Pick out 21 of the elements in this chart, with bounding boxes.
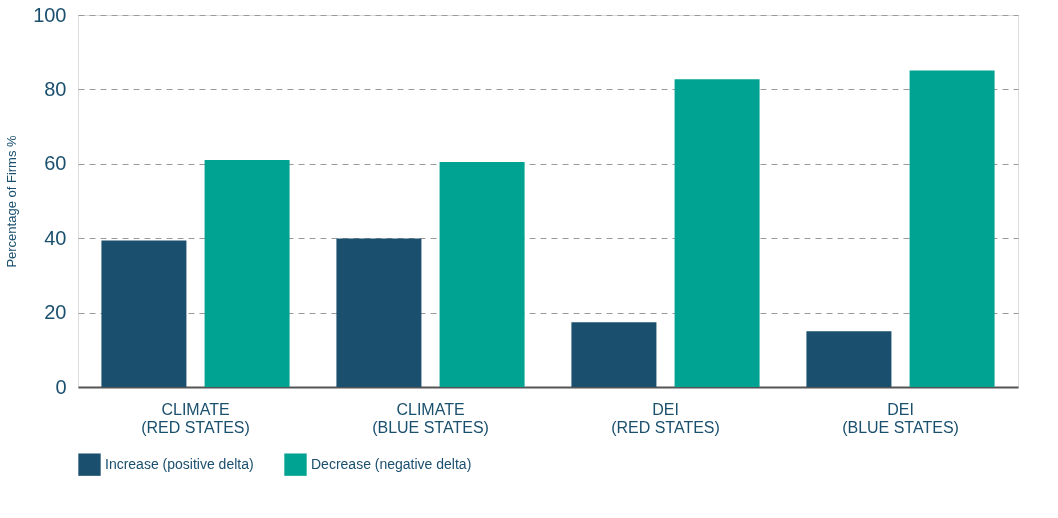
legend-label: Increase (positive delta) bbox=[105, 455, 254, 472]
y-tick-label: 80 bbox=[44, 77, 67, 100]
legend-label: Decrease (negative delta) bbox=[311, 455, 472, 472]
x-tick-label: CLIMATE (BLUE STATES) bbox=[372, 400, 489, 436]
x-tick-label: CLIMATE (RED STATES) bbox=[141, 400, 250, 436]
y-tick-label: 0 bbox=[55, 375, 67, 398]
bar bbox=[674, 79, 760, 387]
bar bbox=[336, 238, 422, 387]
y-axis-title: Percentage of Firms % bbox=[4, 134, 20, 268]
y-tick-label: 20 bbox=[44, 301, 67, 324]
bar bbox=[909, 70, 995, 387]
bar bbox=[571, 322, 657, 387]
x-tick-label: DEI (RED STATES) bbox=[611, 400, 720, 436]
bar bbox=[101, 240, 187, 387]
y-tick-label: 60 bbox=[44, 152, 67, 175]
bar bbox=[439, 161, 525, 387]
x-tick-label: DEI (BLUE STATES) bbox=[842, 400, 959, 436]
y-tick-label: 100 bbox=[33, 3, 67, 26]
bar bbox=[806, 331, 892, 387]
bar bbox=[204, 160, 290, 387]
y-tick-label: 40 bbox=[44, 226, 67, 249]
